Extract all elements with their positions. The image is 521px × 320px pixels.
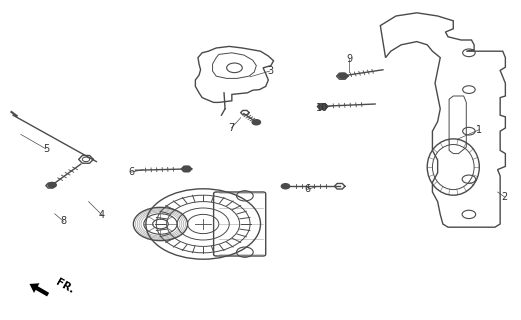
Text: 4: 4 — [99, 210, 105, 220]
Text: 9: 9 — [346, 54, 352, 64]
Circle shape — [281, 184, 290, 189]
Circle shape — [339, 73, 347, 78]
Text: 5: 5 — [43, 144, 49, 154]
Circle shape — [182, 166, 191, 172]
Text: 3: 3 — [267, 66, 273, 76]
Text: 10: 10 — [316, 103, 328, 113]
Text: FR.: FR. — [54, 277, 76, 296]
FancyArrowPatch shape — [30, 283, 49, 296]
Circle shape — [48, 182, 56, 188]
Text: 7: 7 — [228, 123, 234, 133]
Text: 6: 6 — [304, 184, 311, 195]
Text: 6: 6 — [128, 167, 134, 177]
Text: 2: 2 — [501, 192, 507, 202]
Text: 8: 8 — [60, 216, 67, 227]
Circle shape — [319, 104, 327, 109]
Text: 1: 1 — [476, 124, 482, 135]
Circle shape — [252, 120, 260, 125]
